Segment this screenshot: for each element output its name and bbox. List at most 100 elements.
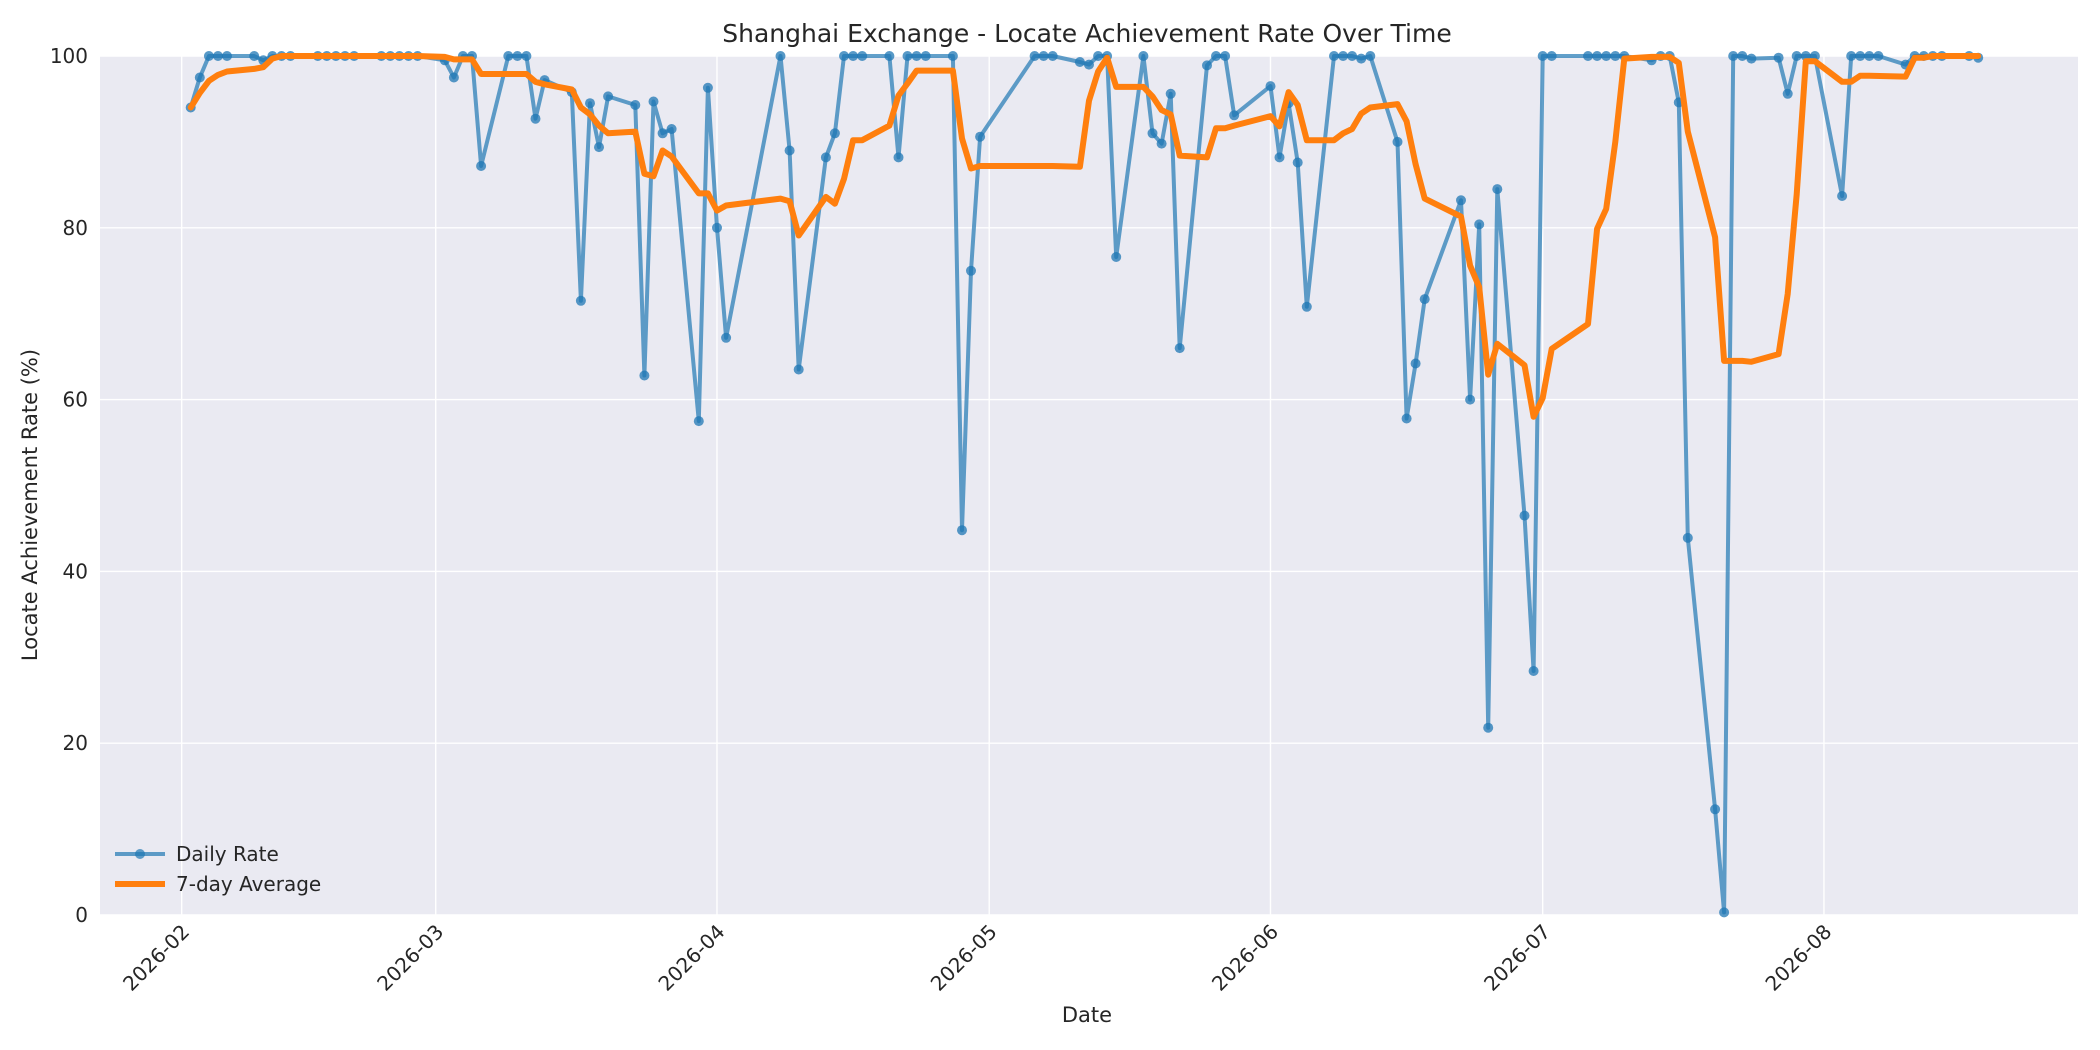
- daily-rate-point: [1156, 138, 1167, 149]
- daily-rate-point: [521, 51, 532, 61]
- y-axis-ticks: 0 20 40 60 80 100: [50, 44, 88, 927]
- daily-rate-point: [1791, 51, 1802, 61]
- daily-rate-point: [857, 51, 868, 61]
- y-tick-label: 20: [63, 731, 88, 755]
- plot-area: [100, 56, 2078, 915]
- legend-average-label: 7-day Average: [176, 872, 321, 896]
- daily-rate-point: [1147, 128, 1158, 139]
- daily-rate-point: [1401, 413, 1412, 424]
- y-tick-label: 60: [63, 388, 88, 412]
- daily-rate-point: [194, 72, 205, 83]
- daily-rate-point: [1047, 51, 1058, 61]
- daily-rate-point: [503, 51, 514, 61]
- daily-rate-point: [947, 51, 958, 61]
- daily-rate-point: [666, 124, 677, 134]
- daily-rate-point: [1220, 51, 1231, 61]
- daily-rate-point: [1474, 219, 1485, 230]
- legend-daily-label: Daily Rate: [176, 842, 279, 866]
- daily-rate-point: [639, 370, 650, 381]
- daily-rate-point: [1837, 191, 1848, 201]
- daily-rate-point: [1292, 157, 1303, 168]
- daily-rate-point: [476, 161, 487, 171]
- daily-rate-point: [1265, 81, 1276, 92]
- daily-rate-point: [1338, 51, 1349, 61]
- daily-rate-point: [1165, 88, 1176, 99]
- daily-rate-point: [1365, 51, 1376, 61]
- daily-rate-point: [1546, 51, 1557, 61]
- daily-rate-point: [1601, 51, 1612, 61]
- daily-rate-point: [1583, 51, 1593, 61]
- daily-rate-point: [1592, 51, 1603, 61]
- daily-rate-point: [820, 152, 831, 163]
- y-tick-label: 40: [63, 559, 88, 583]
- daily-rate-point: [1093, 51, 1104, 61]
- daily-rate-point: [1138, 51, 1149, 61]
- daily-rate-point: [848, 51, 859, 61]
- daily-rate-point: [884, 51, 895, 61]
- daily-rate-point: [1111, 252, 1122, 262]
- daily-rate-point: [1682, 532, 1693, 543]
- daily-rate-point: [966, 265, 976, 276]
- daily-rate-point: [957, 525, 967, 536]
- daily-rate-point: [648, 96, 659, 107]
- daily-rate-point: [975, 131, 986, 142]
- daily-rate-point: [630, 100, 641, 110]
- daily-rate-point: [1329, 51, 1339, 61]
- daily-rate-point: [1483, 722, 1494, 733]
- daily-rate-point: [1392, 136, 1403, 147]
- daily-rate-point: [1728, 51, 1739, 61]
- daily-rate-point: [1029, 51, 1040, 61]
- y-tick-label: 100: [50, 44, 88, 68]
- daily-rate-point: [721, 332, 732, 343]
- daily-rate-point: [911, 51, 922, 61]
- legend: Daily Rate 7-day Average: [115, 842, 321, 896]
- daily-rate-point: [712, 222, 722, 233]
- legend-daily-marker: [135, 849, 145, 859]
- daily-rate-point: [1519, 510, 1530, 521]
- daily-rate-point: [1610, 51, 1621, 61]
- daily-rate-point: [575, 295, 586, 306]
- daily-rate-point: [1710, 804, 1721, 815]
- daily-rate-point: [1873, 51, 1884, 61]
- daily-rate-point: [1038, 51, 1049, 61]
- daily-rate-point: [1274, 152, 1285, 163]
- daily-rate-point: [902, 51, 913, 61]
- daily-rate-point: [839, 51, 849, 61]
- daily-rate-point: [249, 51, 260, 61]
- daily-rate-point: [1211, 51, 1221, 61]
- daily-rate-point: [829, 128, 840, 139]
- daily-rate-point: [1229, 110, 1240, 121]
- daily-rate-point: [530, 113, 541, 124]
- daily-rate-point: [657, 128, 668, 139]
- daily-rate-point: [1773, 52, 1784, 63]
- daily-rate-point: [1537, 51, 1548, 61]
- daily-rate-point: [893, 152, 904, 163]
- y-axis-label: Locate Achievement Rate (%): [18, 349, 42, 661]
- y-tick-label: 80: [63, 216, 88, 240]
- daily-rate-point: [1855, 51, 1866, 61]
- daily-rate-point: [603, 91, 614, 102]
- daily-rate-point: [793, 364, 804, 375]
- daily-rate-point: [213, 51, 223, 61]
- series-layer: [185, 51, 1984, 918]
- y-tick-label: 0: [75, 903, 88, 927]
- daily-rate-point: [448, 72, 459, 83]
- daily-rate-point: [1347, 51, 1358, 61]
- daily-rate-point: [1782, 88, 1793, 99]
- seven-day-average-line: [187, 53, 1982, 420]
- daily-rate-point: [1301, 301, 1312, 312]
- daily-rate-point: [1846, 51, 1857, 61]
- daily-rate-point: [1419, 294, 1430, 305]
- daily-rate-point: [1737, 51, 1748, 61]
- daily-rate-point: [222, 51, 232, 61]
- daily-rate-point: [1074, 57, 1085, 67]
- x-axis-label: Date: [1062, 1003, 1112, 1027]
- daily-rate-point: [1746, 53, 1757, 64]
- daily-rate-point: [702, 82, 713, 93]
- daily-rate-point: [1465, 394, 1476, 405]
- daily-rate-point: [693, 416, 704, 427]
- daily-rate-point: [1528, 666, 1539, 676]
- daily-rate-point: [203, 51, 214, 61]
